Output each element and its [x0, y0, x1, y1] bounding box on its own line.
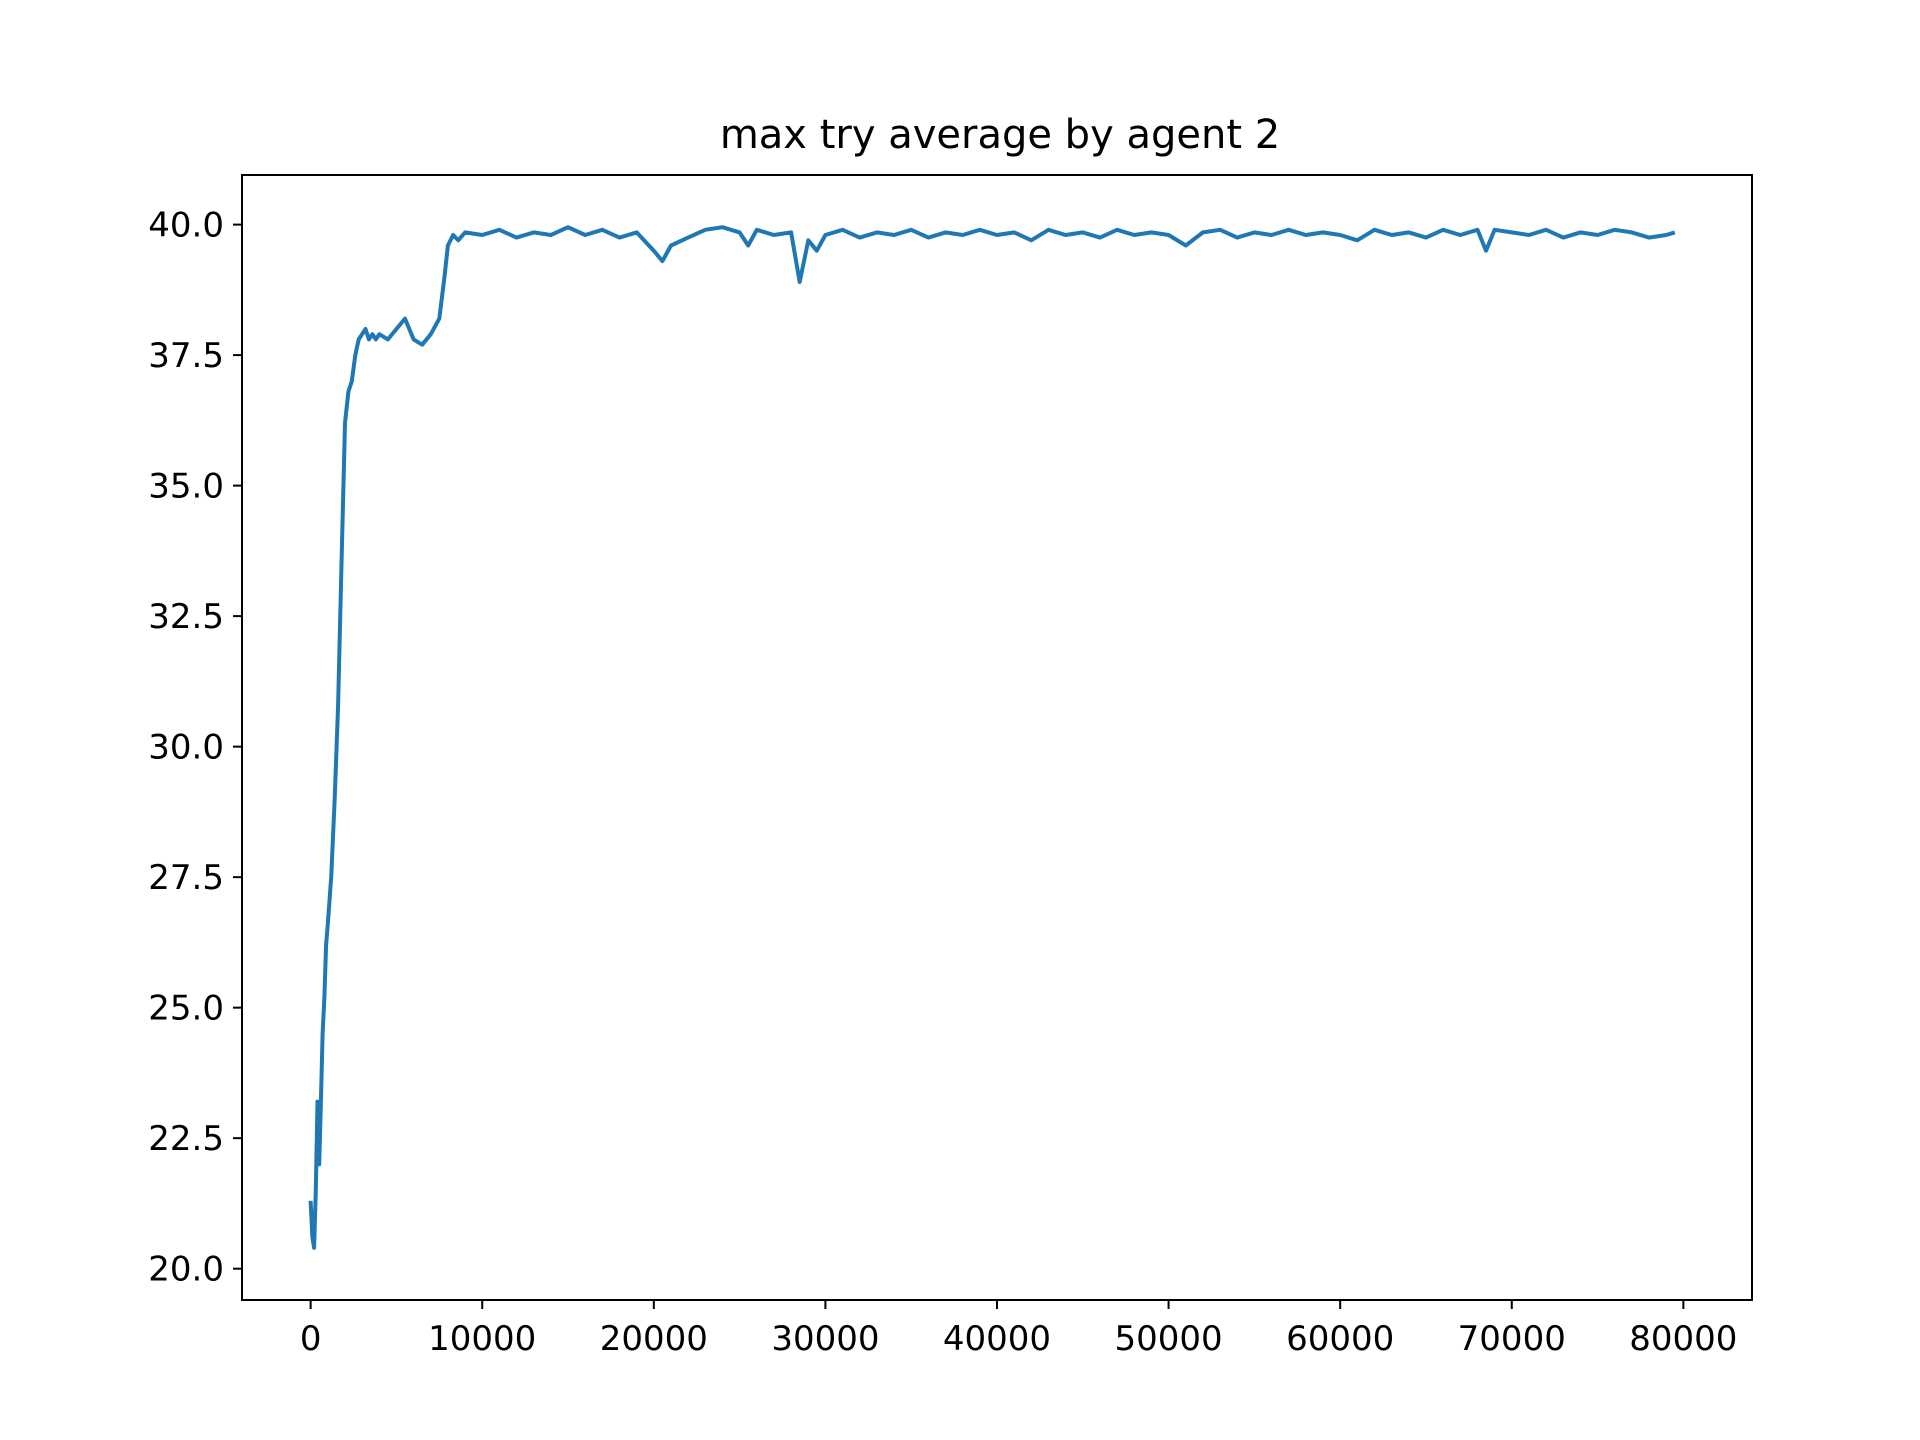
y-tick-label: 20.0: [148, 1250, 224, 1290]
x-tick-label: 30000: [771, 1319, 879, 1359]
x-tick-label: 50000: [1115, 1319, 1223, 1359]
x-tick-label: 0: [300, 1319, 322, 1359]
y-tick-label: 22.5: [148, 1119, 224, 1159]
y-tick-label: 25.0: [148, 989, 224, 1029]
plot-area-frame: [241, 174, 1753, 1301]
y-tick-label: 32.5: [148, 597, 224, 637]
y-tick-label: 35.0: [148, 467, 224, 507]
x-tick-label: 40000: [943, 1319, 1051, 1359]
series-line: [308, 225, 1676, 1250]
series-layer: [308, 225, 1676, 1250]
x-tick-label: 60000: [1286, 1319, 1394, 1359]
chart-title: max try average by agent 2: [720, 112, 1280, 158]
x-tick-label: 10000: [428, 1319, 536, 1359]
x-axis: 0 10000 20000 30000 40000 50000 60000 70000 8000…: [300, 1300, 1737, 1359]
y-tick-label: 30.0: [148, 728, 224, 768]
y-tick-label: 37.5: [148, 336, 224, 376]
x-tick-label: 20000: [600, 1319, 708, 1359]
x-tick-label: 70000: [1458, 1319, 1566, 1359]
y-tick-label: 40.0: [148, 206, 224, 246]
y-axis: 20.0 22.5 25.0 27.5 30.0 32.5 35.0 37.5 40.0: [148, 206, 242, 1290]
y-tick-label: 27.5: [148, 858, 224, 898]
x-tick-label: 80000: [1629, 1319, 1737, 1359]
